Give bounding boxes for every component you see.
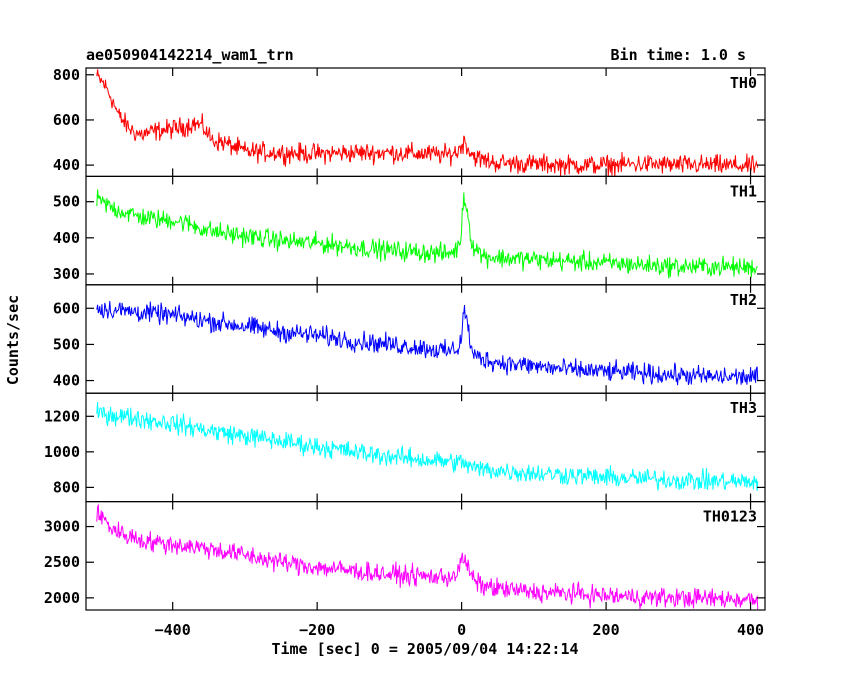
panel-th1: 300 400 500 TH1 (53, 175, 766, 286)
y-tick-label: 2000 (44, 589, 80, 607)
panel-frame (85, 392, 766, 503)
y-tick-label: 600 (53, 111, 80, 129)
bin-time-label: Bin time: 1.0 s (611, 46, 746, 64)
panel-th3: 800 1000 1200 TH3 (44, 392, 766, 503)
series-th0123-line (96, 503, 759, 610)
series-label: TH0 (730, 74, 757, 92)
panels: 400 600 800 TH0 300 400 500 TH1 400 500 600 TH2 800 1… (44, 66, 766, 639)
series-th0-line (96, 69, 759, 177)
y-tick-label: 600 (53, 299, 80, 317)
y-tick-label: 1000 (44, 443, 80, 461)
y-tick-label: 800 (53, 478, 80, 496)
panel-th0123: 2000 2500 3000 TH0123 (44, 501, 766, 611)
panel-th2: 400 500 600 TH2 (53, 284, 766, 394)
y-tick-label: 400 (53, 229, 80, 247)
series-label: TH2 (730, 291, 757, 309)
x-tick-label: 200 (593, 621, 620, 639)
series-label: TH3 (730, 399, 757, 417)
x-tick-label: −400 (155, 621, 191, 639)
y-tick-label: 500 (53, 193, 80, 211)
x-axis-label: Time [sec] 0 = 2005/09/04 14:22:14 (271, 640, 578, 658)
x-tick-label: 0 (457, 621, 466, 639)
y-tick-label: 400 (53, 372, 80, 390)
chart-title: ae050904142214_wam1_trn (86, 46, 294, 64)
panel-frame (85, 501, 766, 611)
y-tick-label: 2500 (44, 553, 80, 571)
y-axis-label: Counts/sec (4, 295, 22, 385)
y-tick-label: 400 (53, 156, 80, 174)
x-tick-label: 400 (737, 621, 764, 639)
y-tick-label: 800 (53, 66, 80, 84)
y-tick-label: 3000 (44, 518, 80, 536)
y-tick-label: 300 (53, 265, 80, 283)
y-tick-label: 1200 (44, 407, 80, 425)
series-th2-line (96, 301, 759, 386)
series-label: TH1 (730, 182, 757, 200)
x-tick-label: −200 (299, 621, 335, 639)
series-th1-line (96, 189, 758, 279)
y-tick-label: 500 (53, 335, 80, 353)
series-label: TH0123 (703, 508, 757, 526)
series-th3-line (96, 401, 759, 492)
panel-th0: 400 600 800 TH0 (53, 66, 766, 178)
